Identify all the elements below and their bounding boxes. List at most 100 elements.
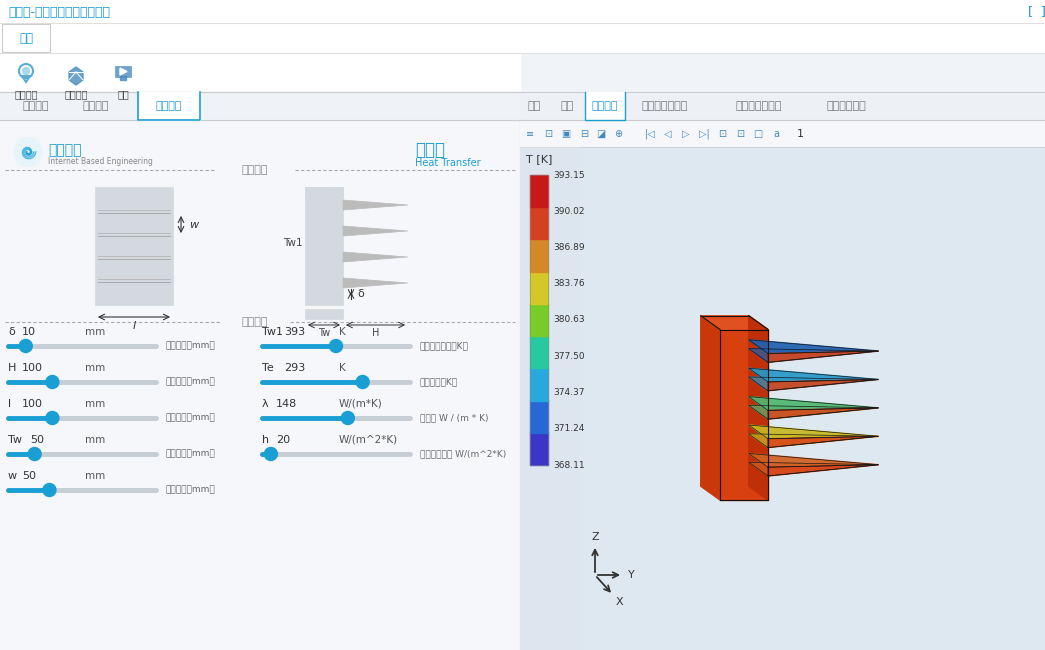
Bar bbox=[530, 271, 548, 304]
Text: 参数设置: 参数设置 bbox=[156, 101, 182, 111]
Text: X: X bbox=[616, 597, 623, 607]
Text: Tw1: Tw1 bbox=[283, 238, 303, 248]
Text: 生成网格: 生成网格 bbox=[64, 89, 88, 99]
Text: 100: 100 bbox=[22, 399, 43, 409]
Polygon shape bbox=[749, 368, 879, 382]
Bar bbox=[0, 0, 1045, 23]
Text: Internet Based Engineering: Internet Based Engineering bbox=[48, 157, 153, 166]
Circle shape bbox=[264, 447, 277, 460]
Bar bbox=[585, 92, 625, 120]
Bar bbox=[0, 120, 520, 650]
Polygon shape bbox=[749, 462, 879, 476]
Circle shape bbox=[329, 339, 343, 352]
Bar bbox=[115, 66, 131, 77]
Text: 393.15: 393.15 bbox=[553, 170, 584, 179]
Circle shape bbox=[28, 447, 41, 460]
Text: W/(m*K): W/(m*K) bbox=[339, 399, 382, 409]
Text: 377.50: 377.50 bbox=[553, 352, 584, 361]
Polygon shape bbox=[749, 406, 879, 419]
Polygon shape bbox=[749, 348, 879, 362]
Text: Te: Te bbox=[262, 363, 274, 373]
Text: 对流换热系数 W/(m^2*K): 对流换热系数 W/(m^2*K) bbox=[420, 450, 506, 458]
Polygon shape bbox=[720, 330, 768, 500]
Text: mm: mm bbox=[85, 327, 106, 337]
Text: H: H bbox=[8, 363, 17, 373]
Text: 云道智造: 云道智造 bbox=[48, 143, 82, 157]
Text: 环境温度（K）: 环境温度（K） bbox=[420, 378, 458, 387]
Bar bbox=[530, 335, 548, 369]
Text: 热流密度矢量图: 热流密度矢量图 bbox=[641, 101, 688, 111]
Text: l: l bbox=[133, 321, 136, 331]
Polygon shape bbox=[768, 351, 879, 362]
Bar bbox=[95, 187, 173, 305]
Text: 股片长度（mm）: 股片长度（mm） bbox=[166, 378, 215, 387]
Polygon shape bbox=[343, 226, 408, 236]
Text: h: h bbox=[262, 435, 270, 445]
Circle shape bbox=[43, 484, 56, 497]
Polygon shape bbox=[343, 200, 408, 210]
Text: 50: 50 bbox=[30, 435, 44, 445]
Text: 股基厚度（mm）: 股基厚度（mm） bbox=[166, 450, 215, 458]
Text: 383.76: 383.76 bbox=[553, 280, 584, 288]
Text: 热导率 W / (m * K): 热导率 W / (m * K) bbox=[420, 413, 488, 423]
Bar bbox=[305, 187, 343, 195]
Text: 股基宽度（mm）: 股基宽度（mm） bbox=[166, 486, 215, 495]
Text: 几何: 几何 bbox=[528, 101, 541, 111]
Bar bbox=[305, 309, 343, 319]
Polygon shape bbox=[343, 252, 408, 262]
Text: 148: 148 bbox=[276, 399, 297, 409]
Circle shape bbox=[356, 376, 369, 389]
Bar bbox=[520, 92, 1045, 120]
Text: ▷|: ▷| bbox=[699, 129, 710, 139]
Bar bbox=[138, 92, 200, 120]
Text: ▷: ▷ bbox=[682, 129, 690, 139]
Text: 368.11: 368.11 bbox=[553, 460, 584, 469]
Text: 股基宽度（mm）: 股基宽度（mm） bbox=[166, 413, 215, 423]
Bar bbox=[0, 53, 520, 92]
Text: l: l bbox=[8, 399, 11, 409]
Text: 100: 100 bbox=[22, 363, 43, 373]
Text: |◁: |◁ bbox=[645, 129, 655, 139]
Text: ◪: ◪ bbox=[597, 129, 606, 139]
Polygon shape bbox=[749, 396, 879, 410]
Polygon shape bbox=[749, 340, 879, 354]
Circle shape bbox=[19, 339, 32, 352]
Text: 380.63: 380.63 bbox=[553, 315, 584, 324]
Polygon shape bbox=[120, 68, 127, 75]
Circle shape bbox=[46, 411, 59, 424]
Polygon shape bbox=[701, 316, 720, 500]
Text: Tw: Tw bbox=[318, 328, 330, 338]
Text: w: w bbox=[8, 471, 17, 481]
Polygon shape bbox=[749, 425, 879, 439]
Text: Tw: Tw bbox=[8, 435, 22, 445]
Bar bbox=[530, 174, 548, 207]
Text: Heat Transfer: Heat Transfer bbox=[415, 158, 481, 168]
Circle shape bbox=[46, 376, 59, 389]
Text: 390.02: 390.02 bbox=[553, 207, 584, 216]
Text: 50: 50 bbox=[22, 471, 36, 481]
Text: ▣: ▣ bbox=[561, 129, 571, 139]
Text: K: K bbox=[339, 363, 346, 373]
Text: 股基左侧温度（K）: 股基左侧温度（K） bbox=[420, 341, 469, 350]
Text: a: a bbox=[773, 129, 779, 139]
Bar bbox=[530, 304, 548, 336]
Text: 温度梯度切片图: 温度梯度切片图 bbox=[735, 101, 782, 111]
Text: 案例介绍: 案例介绍 bbox=[22, 101, 49, 111]
Text: 学习思考: 学习思考 bbox=[83, 101, 109, 111]
Text: 温度等値线图: 温度等値线图 bbox=[827, 101, 866, 111]
Text: 20: 20 bbox=[276, 435, 291, 445]
Text: 传热学: 传热学 bbox=[415, 141, 445, 159]
Text: 371.24: 371.24 bbox=[553, 424, 584, 434]
Text: ⊡: ⊡ bbox=[718, 129, 726, 139]
Bar bbox=[520, 120, 1045, 147]
Bar bbox=[530, 368, 548, 400]
Polygon shape bbox=[768, 465, 879, 476]
Text: 物理模型: 物理模型 bbox=[241, 165, 269, 175]
Polygon shape bbox=[343, 278, 408, 288]
Text: 293: 293 bbox=[284, 363, 305, 373]
Text: Tw1: Tw1 bbox=[262, 327, 283, 337]
Text: □: □ bbox=[753, 129, 763, 139]
Bar bbox=[305, 187, 343, 305]
Bar bbox=[2, 24, 50, 52]
Text: 网格: 网格 bbox=[561, 101, 574, 111]
